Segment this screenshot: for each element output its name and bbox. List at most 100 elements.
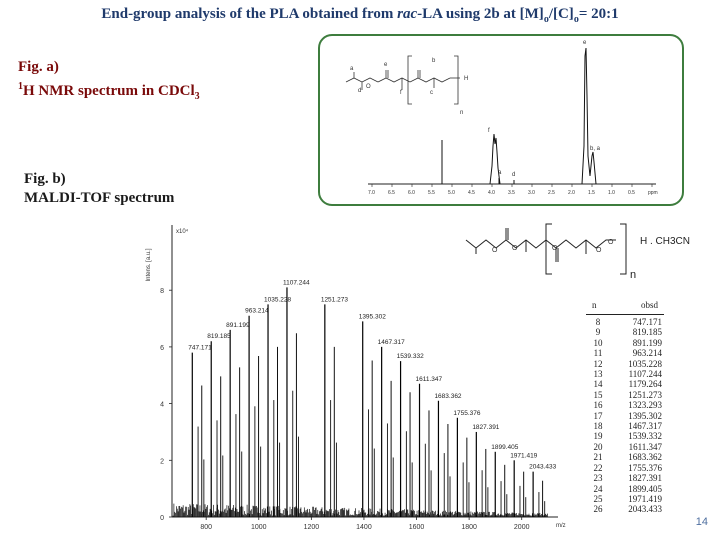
title-sub-2: o bbox=[573, 14, 579, 25]
nmr-x-tick-label: ppm bbox=[648, 190, 658, 196]
struct-label-f: f bbox=[400, 90, 402, 96]
peak-table-obsd: 1899.405 bbox=[628, 483, 662, 494]
nmr-x-tick-label: 6.0 bbox=[408, 190, 415, 196]
peak-table-row: 16 1323.293 bbox=[586, 400, 664, 410]
peak-table-obsd: 1683.362 bbox=[628, 452, 662, 463]
peak-table-rule bbox=[586, 314, 664, 315]
nmr-x-tick-label: 1.5 bbox=[588, 190, 595, 196]
maldi-peak-label: 1467.317 bbox=[378, 339, 405, 346]
maldi-peak-label: 1827.391 bbox=[472, 424, 499, 431]
nmr-peak-f bbox=[489, 133, 501, 185]
peak-table-row: 22 1755.376 bbox=[586, 463, 664, 473]
peak-table-row: 26 2043.433 bbox=[586, 504, 664, 514]
maldi-y-tick-label: 0 bbox=[160, 515, 164, 522]
struct-label-c: c bbox=[430, 90, 433, 96]
peak-table-obsd: 1827.391 bbox=[628, 473, 662, 484]
nmr-peak-label-ba: b, a bbox=[590, 146, 601, 152]
peak-table-n: 21 bbox=[593, 452, 603, 463]
nmr-spectrum-svg: a b c d e f n H O e f a d b, a 7.0 6.5 6.0… bbox=[345, 40, 658, 196]
maldi-peak-label: 1035.228 bbox=[264, 296, 291, 303]
maldi-peak-label: 1899.405 bbox=[491, 444, 518, 451]
struct-label-n: n bbox=[460, 110, 463, 116]
maldi-peak-label: 891.199 bbox=[226, 322, 250, 329]
peak-table-obsd: 1323.293 bbox=[628, 400, 662, 411]
nmr-spectrum-panel: a b c d e f n H O e f a d b, a 7.0 6.5 6.0… bbox=[318, 34, 684, 206]
peak-table-obsd: 1755.376 bbox=[628, 462, 662, 473]
nmr-x-tick-label: 6.5 bbox=[388, 190, 395, 196]
peak-table-row: 18 1467.317 bbox=[586, 421, 664, 431]
maldi-baseline-peaks bbox=[172, 333, 548, 517]
peak-table-n: 22 bbox=[593, 462, 603, 473]
peak-table-obsd: 891.199 bbox=[632, 337, 662, 348]
slide-title: End-group analysis of the PLA obtained f… bbox=[0, 6, 720, 25]
page-number: 14 bbox=[695, 516, 708, 528]
peak-table-row: 19 1539.332 bbox=[586, 431, 664, 441]
maldi-peak-label: 1539.332 bbox=[397, 353, 424, 360]
peak-table-n: 10 bbox=[593, 337, 603, 348]
peak-table-obsd: 1251.273 bbox=[628, 389, 662, 400]
peak-table-n: 13 bbox=[593, 369, 603, 380]
maldi-peak-label: 1107.244 bbox=[283, 279, 310, 286]
nmr-x-tick-label: 2.5 bbox=[548, 190, 555, 196]
fig-a-text: H NMR spectrum in CDCl bbox=[23, 83, 195, 99]
maldi-x-tick-label: 1600 bbox=[409, 524, 425, 531]
peak-table-obsd: 1179.264 bbox=[628, 379, 662, 390]
nmr-x-tick-label: 7.0 bbox=[368, 190, 375, 196]
struct-label-e: e bbox=[384, 62, 388, 68]
struct-label-b: b bbox=[432, 58, 436, 64]
maldi-peak-label: 1395.302 bbox=[359, 313, 386, 320]
struct-label-a: a bbox=[350, 66, 354, 72]
fig-a-sup: 1 bbox=[18, 81, 23, 92]
title-text-2: -LA using 2b at [M] bbox=[417, 6, 544, 22]
nmr-x-tick-label: 1.0 bbox=[608, 190, 615, 196]
nmr-x-tick-label: 4.0 bbox=[488, 190, 495, 196]
struct-label-h: H bbox=[464, 76, 468, 82]
maldi-x-tick-label: 2000 bbox=[514, 524, 530, 531]
svg-text:O: O bbox=[596, 247, 602, 254]
peak-table-row: 13 1107.244 bbox=[586, 369, 664, 379]
peak-table-obsd: 1467.317 bbox=[628, 421, 662, 432]
svg-text:O: O bbox=[512, 245, 518, 252]
svg-text:O: O bbox=[552, 245, 558, 252]
peak-table-n: 24 bbox=[593, 483, 603, 494]
peak-table-n: 18 bbox=[593, 421, 603, 432]
peak-table-row: 11 963.214 bbox=[586, 348, 664, 358]
maldi-peak-label: 1971.419 bbox=[510, 452, 537, 459]
maldi-structure-suffix: H . CH3CN bbox=[640, 236, 690, 247]
maldi-x-tick-label: 1800 bbox=[461, 524, 477, 531]
peak-table-n: 14 bbox=[593, 379, 603, 390]
peak-table-n: 17 bbox=[593, 410, 603, 421]
peak-table-row: 15 1251.273 bbox=[586, 390, 664, 400]
peak-table-row: 9 819.185 bbox=[586, 327, 664, 337]
peak-table-row: 24 1899.405 bbox=[586, 484, 664, 494]
title-sub-1: o bbox=[543, 14, 549, 25]
peak-table-row: 14 1179.264 bbox=[586, 379, 664, 389]
peak-table-row: 25 1971.419 bbox=[586, 494, 664, 504]
maldi-peak-label: 1251.273 bbox=[321, 296, 348, 303]
nmr-x-axis: 7.0 6.5 6.0 5.5 5.0 4.5 4.0 3.5 3.0 2.5 2.0 1.5 1.0 0… bbox=[368, 184, 658, 196]
peak-table-row: 21 1683.362 bbox=[586, 452, 664, 462]
maldi-x-tick-label: 1000 bbox=[251, 524, 267, 531]
peak-table-row: 10 891.199 bbox=[586, 338, 664, 348]
peak-table-obsd: 819.185 bbox=[632, 327, 662, 338]
svg-text:O: O bbox=[608, 239, 614, 246]
maldi-y-tick-label: 6 bbox=[160, 345, 164, 352]
nmr-x-tick-label: 3.0 bbox=[528, 190, 535, 196]
fig-b-caption: Fig. b) MALDI-TOF spectrum bbox=[24, 170, 174, 208]
maldi-x-label: m/z bbox=[556, 523, 566, 529]
peak-table-row: 23 1827.391 bbox=[586, 473, 664, 483]
peak-table-obsd: 1611.347 bbox=[628, 441, 662, 452]
nmr-x-tick-label: 4.5 bbox=[468, 190, 475, 196]
maldi-y-tick-label: 8 bbox=[160, 288, 164, 295]
peak-table-header-obsd: obsd bbox=[640, 300, 658, 310]
peak-table-n: 26 bbox=[593, 504, 603, 515]
fig-a-label: Fig. a) bbox=[18, 59, 59, 75]
nmr-x-tick-label: 5.5 bbox=[428, 190, 435, 196]
maldi-labeled-peaks: 747.171 819.185 891.199 963.214 1035.228 1107… bbox=[188, 279, 557, 517]
peak-table-row: 12 1035.228 bbox=[586, 359, 664, 369]
maldi-structure-atoms: O O O OO bbox=[492, 239, 614, 254]
nmr-peak-label-d: d bbox=[512, 172, 515, 178]
struct-label-d: d bbox=[358, 88, 361, 94]
fig-a-caption: Fig. a) 1H NMR spectrum in CDCl3 bbox=[18, 58, 200, 106]
